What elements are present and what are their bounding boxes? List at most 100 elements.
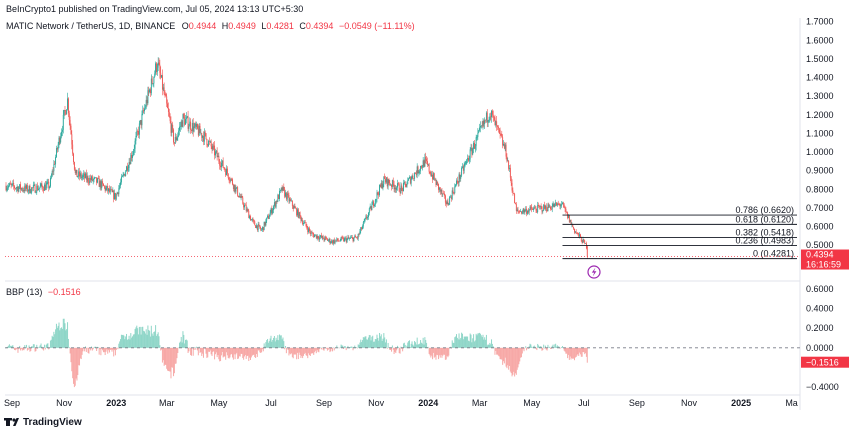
bbp-bar bbox=[471, 342, 473, 348]
candle-body bbox=[579, 234, 581, 238]
candle-body bbox=[151, 78, 153, 84]
candle-body bbox=[347, 237, 349, 239]
bbp-bar bbox=[302, 347, 304, 359]
candle-body bbox=[94, 177, 96, 179]
symbol-title[interactable]: MATIC Network / TetherUS, 1D, BINANCE bbox=[6, 21, 176, 31]
bbp-bar bbox=[156, 334, 158, 348]
bbp-bar bbox=[403, 342, 405, 348]
candle-body bbox=[126, 166, 127, 172]
candle-body bbox=[379, 184, 381, 196]
candle-body bbox=[35, 192, 37, 194]
candle-body bbox=[208, 140, 210, 146]
bbp-bar bbox=[54, 334, 56, 348]
candle-body bbox=[574, 231, 576, 233]
bbp-bar bbox=[384, 337, 386, 348]
bbp-bar bbox=[295, 347, 297, 355]
bbp-bar bbox=[279, 334, 281, 348]
candle-body bbox=[52, 171, 54, 172]
candle-body bbox=[210, 141, 212, 147]
bbp-bar bbox=[276, 339, 278, 348]
bbp-bar bbox=[373, 341, 375, 348]
candle-body bbox=[32, 185, 34, 188]
candle-body bbox=[195, 123, 197, 127]
candle-body bbox=[203, 131, 205, 142]
bbp-bar bbox=[533, 345, 535, 348]
close-value: 0.4394 bbox=[305, 21, 334, 31]
bbp-bar bbox=[229, 347, 231, 358]
bbp-bar bbox=[462, 339, 464, 348]
candle-body bbox=[569, 219, 571, 223]
candle-body bbox=[152, 83, 154, 85]
bbp-bar bbox=[214, 347, 216, 355]
bbp-bar bbox=[238, 347, 240, 359]
candle-body bbox=[297, 209, 298, 216]
bbp-bar bbox=[521, 347, 523, 354]
candle-body bbox=[391, 180, 393, 187]
bbp-bar bbox=[523, 347, 525, 352]
bbp-bar bbox=[503, 347, 505, 364]
candle-body bbox=[254, 221, 256, 226]
candle-body bbox=[330, 242, 332, 244]
candle-body bbox=[553, 204, 555, 207]
candle-body bbox=[486, 112, 488, 123]
candle-body bbox=[172, 124, 174, 130]
candle-body bbox=[511, 182, 513, 191]
time-tick-label: Jul bbox=[578, 398, 590, 408]
candle-body bbox=[542, 210, 544, 212]
bbp-bar bbox=[55, 323, 57, 348]
bbp-bar bbox=[283, 341, 285, 348]
candle-body bbox=[20, 184, 21, 190]
time-tick-label: Ma bbox=[785, 398, 798, 408]
bbp-bar bbox=[570, 347, 572, 360]
bbp-bar bbox=[88, 347, 90, 354]
candle-body bbox=[374, 200, 376, 205]
candle-body bbox=[261, 229, 263, 231]
bbp-bar bbox=[144, 333, 146, 348]
bbp-bar bbox=[285, 346, 287, 348]
indicator-last-value: −0.1516 bbox=[806, 358, 839, 368]
bbp-bar bbox=[498, 347, 500, 357]
candle-body bbox=[520, 211, 522, 212]
bbp-bar bbox=[455, 334, 457, 348]
bbp-bar bbox=[445, 347, 447, 360]
bbp-bar bbox=[438, 347, 440, 356]
candle-body bbox=[502, 137, 504, 146]
candle-body bbox=[272, 210, 274, 214]
candle-body bbox=[178, 130, 180, 135]
close-label: C bbox=[299, 21, 306, 31]
indicator-tick-label: 0.4000 bbox=[806, 304, 834, 314]
bbp-bar bbox=[582, 347, 584, 352]
candle-body bbox=[92, 179, 94, 181]
bbp-bar bbox=[137, 328, 139, 348]
candle-body bbox=[138, 123, 140, 135]
indicator-name[interactable]: BBP (13) bbox=[6, 287, 43, 297]
bbp-bar bbox=[93, 347, 95, 348]
candle-body bbox=[409, 177, 410, 179]
candle-body bbox=[535, 208, 537, 211]
candle-body bbox=[70, 125, 72, 135]
event-lightning-icon[interactable] bbox=[587, 265, 601, 279]
candle-body bbox=[144, 108, 145, 112]
candle-body bbox=[577, 232, 579, 234]
bbp-bar bbox=[67, 338, 69, 348]
bbp-bar bbox=[485, 339, 487, 348]
candle-body bbox=[440, 189, 442, 192]
candle-body bbox=[294, 206, 296, 208]
candle-body bbox=[86, 176, 88, 180]
bbp-bar bbox=[270, 335, 272, 348]
candle-body bbox=[15, 188, 17, 189]
bbp-bar bbox=[165, 347, 167, 365]
bbp-bar bbox=[128, 335, 130, 348]
candle-body bbox=[26, 185, 28, 192]
bbp-bar bbox=[238, 347, 240, 357]
candle-body bbox=[311, 232, 313, 234]
candle-body bbox=[143, 110, 145, 112]
bbp-bar bbox=[497, 347, 499, 355]
candle-body bbox=[165, 94, 167, 97]
candle-body bbox=[212, 145, 214, 150]
bbp-bar bbox=[173, 347, 175, 377]
candle-body bbox=[314, 235, 316, 238]
bbp-bar bbox=[74, 347, 76, 386]
bbp-bar bbox=[136, 325, 138, 348]
